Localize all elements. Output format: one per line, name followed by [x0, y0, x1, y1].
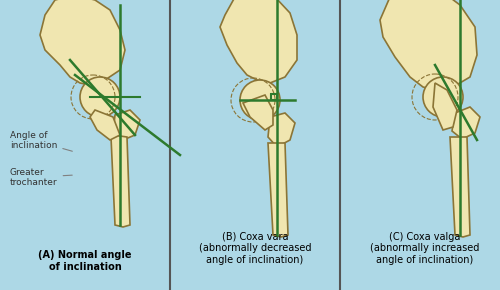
Circle shape [240, 80, 280, 120]
Polygon shape [268, 113, 295, 147]
Polygon shape [268, 143, 288, 237]
Polygon shape [90, 110, 120, 140]
Polygon shape [243, 95, 273, 130]
Polygon shape [111, 135, 130, 227]
Polygon shape [450, 137, 470, 237]
Text: (A) Normal angle
of inclination: (A) Normal angle of inclination [38, 250, 132, 272]
Text: Angle of
inclination: Angle of inclination [10, 130, 72, 151]
Bar [271, 94, 277, 100]
Polygon shape [380, 0, 477, 90]
Polygon shape [113, 110, 140, 140]
Circle shape [80, 77, 120, 117]
Polygon shape [452, 107, 480, 139]
Polygon shape [433, 83, 457, 130]
Text: (B) Coxa vara
(abnormally decreased
angle of inclination): (B) Coxa vara (abnormally decreased angl… [199, 232, 311, 265]
Text: (C) Coxa valga
(abnormally increased
angle of inclination): (C) Coxa valga (abnormally increased ang… [370, 232, 480, 265]
Polygon shape [40, 0, 125, 85]
Text: Greater
trochanter: Greater trochanter [10, 168, 72, 187]
Polygon shape [220, 0, 297, 83]
Circle shape [423, 77, 463, 117]
